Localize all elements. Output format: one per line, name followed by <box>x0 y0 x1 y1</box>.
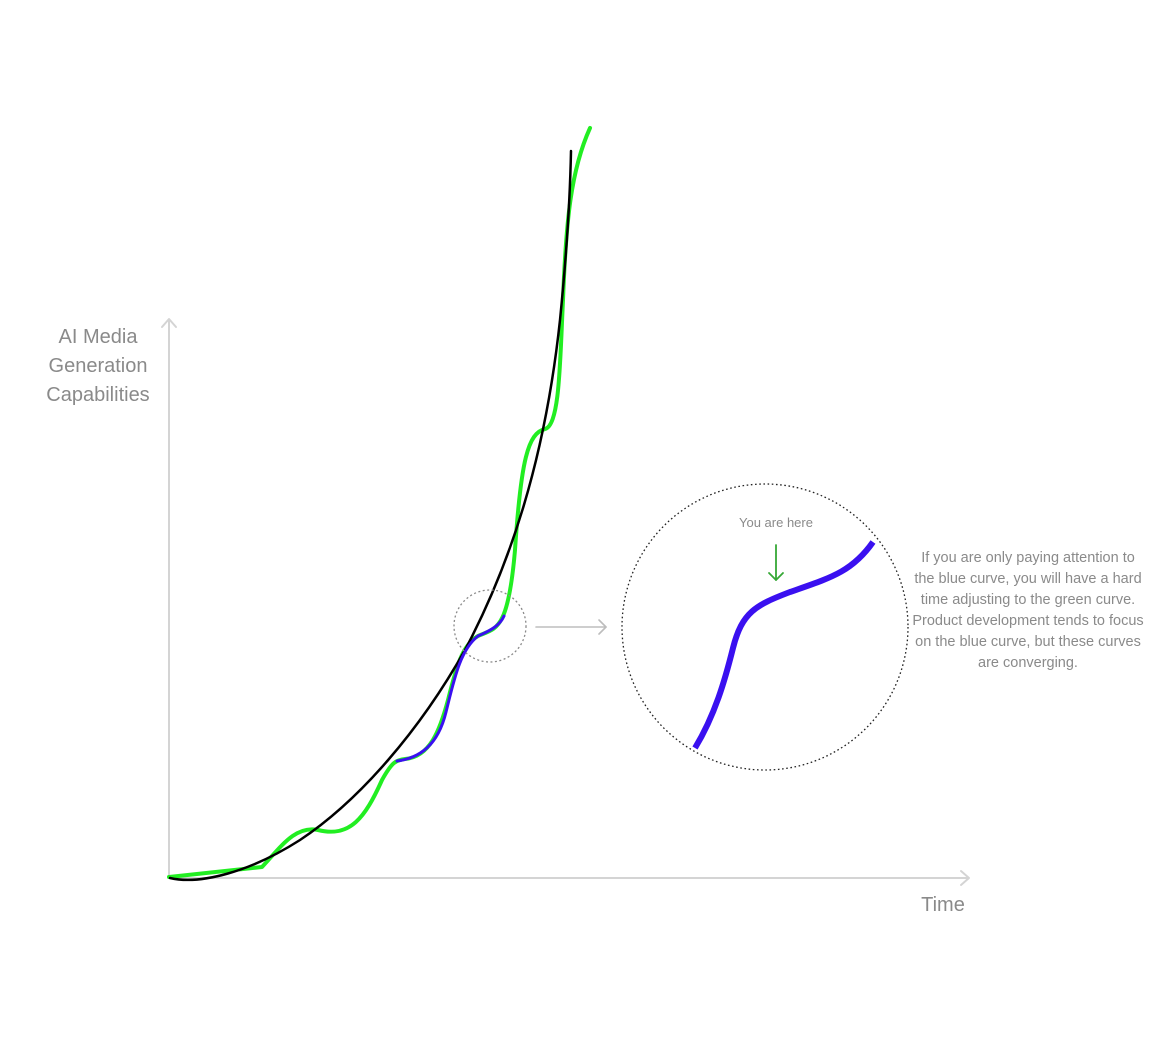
zoomed-blue-curve <box>692 540 876 750</box>
zoom-connector-arrow <box>535 619 607 635</box>
zoom-source-circle <box>453 589 527 663</box>
you-are-here-arrow <box>768 544 784 581</box>
y-axis-label-line-1: AI Media <box>58 326 138 348</box>
you-are-here-label: You are here <box>739 515 813 530</box>
axes <box>161 318 970 886</box>
black-curve <box>168 149 573 882</box>
y-axis-arrowhead <box>161 318 177 328</box>
y-axis-label-line-2: Generation <box>48 355 148 377</box>
y-axis-label-line-3: Capabilities <box>46 384 150 406</box>
explanation-note: If you are only paying attention to the … <box>912 550 1144 671</box>
blue-curve <box>395 614 506 763</box>
green-curve <box>167 126 592 879</box>
y-axis-label: AI Media Generation Capabilities <box>28 323 168 410</box>
x-axis-arrowhead <box>960 870 970 886</box>
zoom-detail-circle <box>621 483 909 771</box>
x-axis-label: Time <box>921 894 965 916</box>
